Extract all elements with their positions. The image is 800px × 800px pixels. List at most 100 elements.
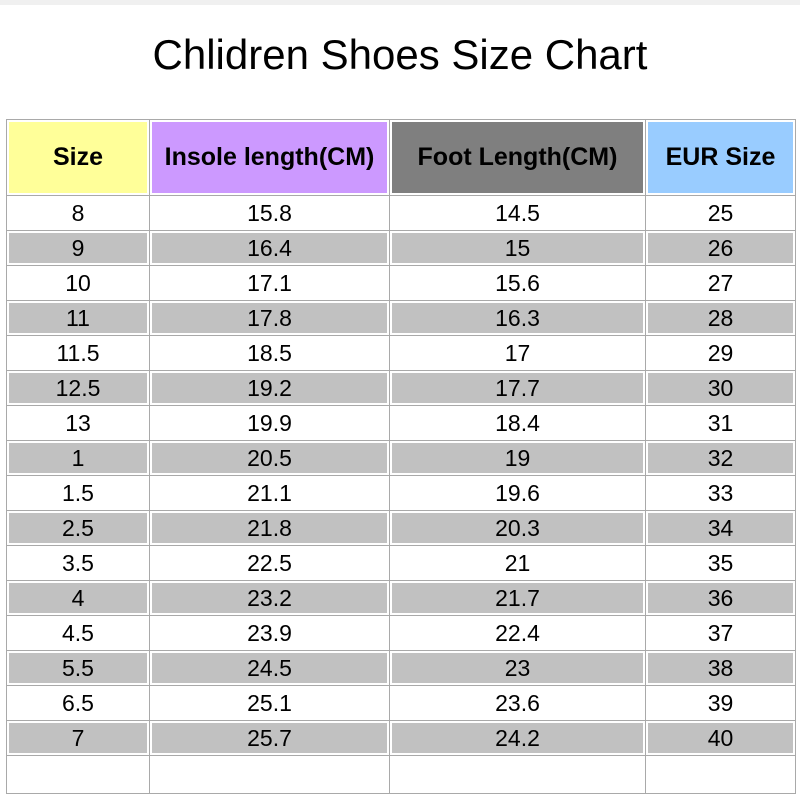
table-cell-value: 24.2: [392, 723, 643, 754]
table-cell: 2.5: [6, 510, 150, 547]
table-cell-value: 30: [648, 373, 793, 404]
table-cell: 11.5: [6, 335, 150, 372]
table-cell: 24.2: [389, 720, 646, 757]
table-cell-value: [9, 758, 147, 792]
column-header-label: EUR Size: [648, 122, 793, 194]
table-cell: 21: [389, 545, 646, 582]
size-chart-table: Size Insole length(CM) Foot Length(CM) EUR …: [6, 119, 796, 795]
table-cell: 17: [389, 335, 646, 372]
table-cell: 9: [6, 230, 150, 267]
table-cell-value: 20.3: [392, 513, 643, 544]
table-cell: 15.8: [149, 195, 390, 232]
table-cell: 20.3: [389, 510, 646, 547]
table-cell: 12.5: [6, 370, 150, 407]
table-cell: 15.6: [389, 265, 646, 302]
table-cell-value: [152, 758, 387, 792]
table-row: 13 19.9 18.4 31: [6, 405, 796, 442]
table-cell: 14.5: [389, 195, 646, 232]
table-cell-value: 24.5: [152, 653, 387, 684]
table-cell: 28: [645, 300, 796, 337]
table-cell: 25.7: [149, 720, 390, 757]
table-row: 11 17.8 16.3 28: [6, 300, 796, 337]
table-cell-value: 17: [392, 338, 643, 369]
table-cell-value: 25: [648, 198, 793, 229]
table-cell: 20.5: [149, 440, 390, 477]
table-cell-value: 37: [648, 618, 793, 649]
table-cell: 18.4: [389, 405, 646, 442]
table-cell: 22.5: [149, 545, 390, 582]
table-cell-value: 22.5: [152, 548, 387, 579]
table-cell-value: 15.8: [152, 198, 387, 229]
table-cell-value: 19.2: [152, 373, 387, 404]
table-cell-value: 15: [392, 233, 643, 264]
table-cell-value: 17.8: [152, 303, 387, 334]
column-header-label: Insole length(CM): [152, 122, 387, 194]
table-cell-value: 17.1: [152, 268, 387, 299]
table-cell-value: 21.7: [392, 583, 643, 614]
table-cell: 1: [6, 440, 150, 477]
table-cell: 27: [645, 265, 796, 302]
table-cell: 21.1: [149, 475, 390, 512]
table-cell-value: 10: [9, 268, 147, 299]
table-cell: [149, 755, 390, 795]
table-cell-value: 3.5: [9, 548, 147, 579]
table-cell-value: 34: [648, 513, 793, 544]
table-cell: 18.5: [149, 335, 390, 372]
table-cell: [645, 755, 796, 795]
table-cell: 23.9: [149, 615, 390, 652]
table-cell: 26: [645, 230, 796, 267]
table-cell: [389, 755, 646, 795]
table-cell: 4.5: [6, 615, 150, 652]
table-cell-value: 21.1: [152, 478, 387, 509]
table-cell: 25.1: [149, 685, 390, 722]
table-cell: 11: [6, 300, 150, 337]
table-cell: 38: [645, 650, 796, 687]
table-row: 8 15.8 14.5 25: [6, 195, 796, 232]
table-cell: 22.4: [389, 615, 646, 652]
table-cell: 24.5: [149, 650, 390, 687]
table-cell: 19.2: [149, 370, 390, 407]
table-cell-value: 32: [648, 443, 793, 474]
table-cell-value: 18.5: [152, 338, 387, 369]
table-cell-value: 29: [648, 338, 793, 369]
table-cell-value: 4.5: [9, 618, 147, 649]
table-cell: 35: [645, 545, 796, 582]
column-header: EUR Size: [645, 119, 796, 197]
table-cell-value: 13: [9, 408, 147, 439]
table-cell-value: 17.7: [392, 373, 643, 404]
table-cell-value: 4: [9, 583, 147, 614]
table-cell: 19.6: [389, 475, 646, 512]
table-cell-value: 15.6: [392, 268, 643, 299]
table-cell: 29: [645, 335, 796, 372]
table-cell-value: 18.4: [392, 408, 643, 439]
table-cell: 21.7: [389, 580, 646, 617]
table-cell-value: 11: [9, 303, 147, 334]
table-cell-value: 11.5: [9, 338, 147, 369]
table-cell: [6, 755, 150, 795]
table-cell: 10: [6, 265, 150, 302]
table-cell: 16.3: [389, 300, 646, 337]
table-cell: 37: [645, 615, 796, 652]
table-cell-value: 1: [9, 443, 147, 474]
column-header: Size: [6, 119, 150, 197]
table-cell-value: 5.5: [9, 653, 147, 684]
table-cell-value: 23.2: [152, 583, 387, 614]
table-row: 2.5 21.8 20.3 34: [6, 510, 796, 547]
table-cell-value: 40: [648, 723, 793, 754]
table-row: 1 20.5 19 32: [6, 440, 796, 477]
top-strip: [0, 0, 800, 5]
table-cell: 7: [6, 720, 150, 757]
table-row: 4 23.2 21.7 36: [6, 580, 796, 617]
header-row: Size Insole length(CM) Foot Length(CM) EUR …: [6, 119, 796, 197]
column-header-label: Size: [9, 122, 147, 194]
table-cell-value: 20.5: [152, 443, 387, 474]
table-row: 11.5 18.5 17 29: [6, 335, 796, 372]
table-cell-value: 19.9: [152, 408, 387, 439]
table-cell: 36: [645, 580, 796, 617]
table-cell-value: 23.9: [152, 618, 387, 649]
table-cell-value: 21: [392, 548, 643, 579]
table-cell-value: 27: [648, 268, 793, 299]
table-cell: 6.5: [6, 685, 150, 722]
table-cell: 21.8: [149, 510, 390, 547]
table-cell-value: 23: [392, 653, 643, 684]
